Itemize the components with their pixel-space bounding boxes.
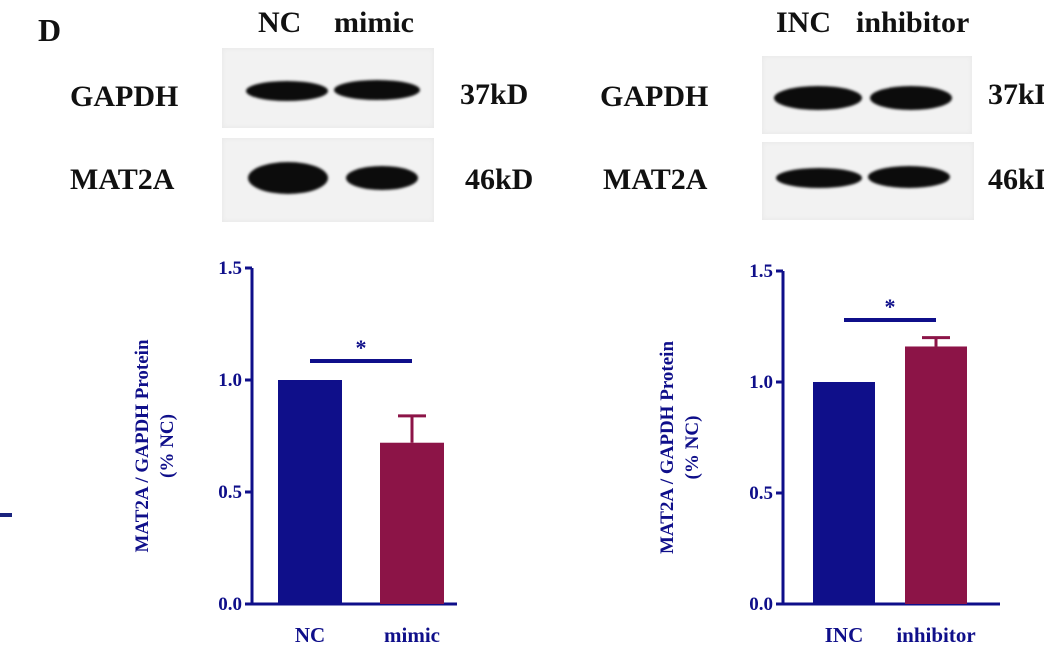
bar-inc: [813, 382, 875, 604]
significance-star: *: [356, 335, 367, 360]
y-tick-label: 1.0: [749, 372, 773, 393]
y-tick-label: 0.0: [749, 594, 773, 615]
y-tick-label: 1.5: [218, 258, 242, 279]
margin-mark: [0, 513, 12, 517]
panel-letter: D: [38, 12, 62, 48]
y-axis-label-unit: (% NC): [682, 416, 703, 480]
band-mat2a-inhibitor: [868, 166, 950, 188]
y-tick-label: 0.5: [749, 483, 773, 504]
lane-label-inhibitor: inhibitor: [856, 6, 970, 39]
band-mat2a-inc: [776, 168, 862, 188]
bar-chart-mimic: MAT2A / GAPDH Protein (% NC) 0.0 0.5 1.0 1.5 N…: [132, 258, 457, 647]
y-tick-label: 1.0: [218, 370, 242, 391]
band-gapdh-mimic: [334, 80, 420, 100]
y-axis-label: MAT2A / GAPDH Protein: [657, 341, 678, 554]
band-gapdh-nc: [246, 81, 328, 101]
blot-gapdh-left: [222, 48, 434, 128]
size-label-46kd: 46kD: [465, 163, 534, 196]
blot-gapdh-right: [762, 56, 972, 134]
y-axis-label-unit: (% NC): [157, 414, 178, 478]
y-tick-label: 0.0: [218, 594, 242, 615]
lane-label-mimic: mimic: [334, 6, 414, 39]
x-tick-label: inhibitor: [896, 623, 975, 647]
protein-label-mat2a-2: MAT2A: [603, 163, 708, 196]
band-mat2a-nc: [248, 162, 328, 194]
size-label-37kd: 37kD: [460, 78, 529, 111]
x-tick-label: NC: [295, 623, 325, 647]
band-mat2a-mimic: [346, 166, 418, 190]
bar-nc: [278, 380, 342, 604]
y-tick-label: 1.5: [749, 261, 773, 282]
bar-inhibitor: [905, 346, 967, 604]
blot-mat2a-left: [222, 138, 434, 222]
significance-star: *: [885, 294, 896, 319]
lane-label-inc: INC: [776, 6, 832, 39]
band-gapdh-inc: [774, 86, 862, 110]
bar-mimic: [380, 442, 444, 604]
band-gapdh-inhibitor: [870, 86, 952, 110]
bar-chart-inhibitor: MAT2A / GAPDH Protein (% NC) 0.0 0.5 1.0 1.5 I…: [657, 261, 1000, 647]
lane-label-nc: NC: [258, 6, 302, 39]
protein-label-gapdh-2: GAPDH: [600, 80, 709, 113]
y-axis-label: MAT2A / GAPDH Protein: [132, 339, 153, 552]
protein-label-gapdh: GAPDH: [70, 80, 179, 113]
size-label-46kd-2: 46kD: [988, 163, 1044, 196]
x-tick-label: INC: [825, 623, 864, 647]
x-tick-label: mimic: [384, 623, 440, 647]
size-label-37kd-2: 37kD: [988, 78, 1044, 111]
blot-mat2a-right: [762, 142, 974, 220]
y-tick-label: 0.5: [218, 482, 242, 503]
protein-label-mat2a: MAT2A: [70, 163, 175, 196]
